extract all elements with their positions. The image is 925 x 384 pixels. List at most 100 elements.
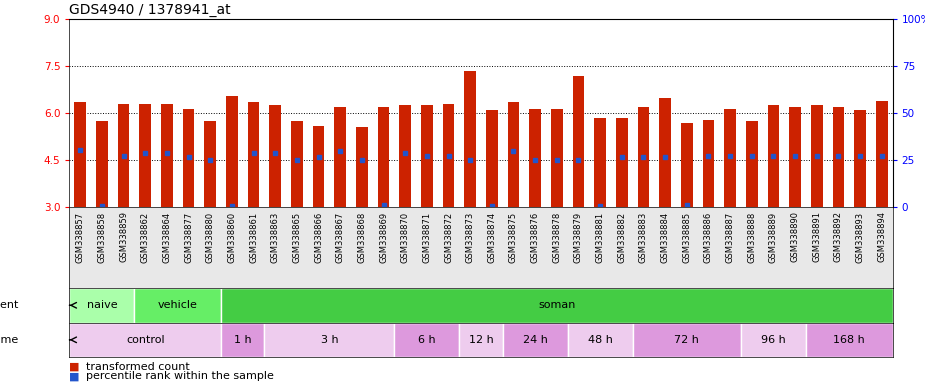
Bar xyxy=(746,121,758,207)
Text: ■: ■ xyxy=(69,371,80,381)
Text: naive: naive xyxy=(87,300,117,310)
Text: GSM338865: GSM338865 xyxy=(292,211,302,263)
Text: GSM338889: GSM338889 xyxy=(769,211,778,263)
Text: 168 h: 168 h xyxy=(833,335,865,345)
Bar xyxy=(161,104,173,207)
Text: GSM338864: GSM338864 xyxy=(163,211,171,263)
Text: GSM338888: GSM338888 xyxy=(747,211,757,263)
Text: GSM338879: GSM338879 xyxy=(574,211,583,263)
Text: GSM338868: GSM338868 xyxy=(357,211,366,263)
Text: GSM338869: GSM338869 xyxy=(379,211,388,263)
Bar xyxy=(806,323,893,357)
Text: GSM338859: GSM338859 xyxy=(119,211,128,262)
Text: GSM338881: GSM338881 xyxy=(596,211,605,263)
Text: GSM338892: GSM338892 xyxy=(834,211,843,262)
Bar xyxy=(96,121,108,207)
Text: GSM338871: GSM338871 xyxy=(423,211,431,263)
Bar xyxy=(134,288,221,323)
Text: GSM338874: GSM338874 xyxy=(487,211,497,263)
Text: 6 h: 6 h xyxy=(418,335,436,345)
Bar xyxy=(568,323,633,357)
Bar xyxy=(265,323,394,357)
Bar xyxy=(573,76,585,207)
Bar xyxy=(248,102,260,207)
Bar xyxy=(551,109,562,207)
Text: ■: ■ xyxy=(69,362,80,372)
Text: GDS4940 / 1378941_at: GDS4940 / 1378941_at xyxy=(69,3,231,17)
Bar xyxy=(660,98,672,207)
Text: GSM338876: GSM338876 xyxy=(531,211,539,263)
Bar xyxy=(724,109,736,207)
Bar xyxy=(442,104,454,207)
Bar xyxy=(681,123,693,207)
Bar xyxy=(394,323,460,357)
Bar xyxy=(221,288,893,323)
Bar xyxy=(594,118,606,207)
Text: GSM338863: GSM338863 xyxy=(271,211,279,263)
Bar xyxy=(221,323,265,357)
Bar xyxy=(741,323,806,357)
Text: GSM338894: GSM338894 xyxy=(877,211,886,262)
Text: GSM338890: GSM338890 xyxy=(791,211,799,262)
Text: time: time xyxy=(0,335,18,345)
Text: 24 h: 24 h xyxy=(523,335,548,345)
Text: control: control xyxy=(126,335,165,345)
Bar xyxy=(789,107,801,207)
Bar xyxy=(290,121,302,207)
Bar xyxy=(464,71,476,207)
Bar xyxy=(633,323,741,357)
Text: percentile rank within the sample: percentile rank within the sample xyxy=(86,371,274,381)
Text: GSM338857: GSM338857 xyxy=(76,211,85,263)
Text: GSM338891: GSM338891 xyxy=(812,211,821,262)
Text: GSM338880: GSM338880 xyxy=(205,211,215,263)
Bar xyxy=(854,110,866,207)
Text: GSM338860: GSM338860 xyxy=(228,211,237,263)
Bar xyxy=(421,106,433,207)
Text: soman: soman xyxy=(538,300,575,310)
Bar xyxy=(182,109,194,207)
Text: GSM338885: GSM338885 xyxy=(683,211,691,263)
Bar xyxy=(616,118,628,207)
Text: agent: agent xyxy=(0,300,18,310)
Text: GSM338893: GSM338893 xyxy=(856,211,865,263)
Text: GSM338884: GSM338884 xyxy=(660,211,670,263)
Bar xyxy=(529,109,541,207)
Bar xyxy=(204,121,216,207)
Text: 12 h: 12 h xyxy=(469,335,493,345)
Bar xyxy=(117,104,130,207)
Text: GSM338861: GSM338861 xyxy=(249,211,258,263)
Text: GSM338866: GSM338866 xyxy=(314,211,323,263)
Text: 48 h: 48 h xyxy=(587,335,612,345)
Text: transformed count: transformed count xyxy=(86,362,190,372)
Bar xyxy=(486,110,498,207)
Bar xyxy=(811,106,822,207)
Text: 3 h: 3 h xyxy=(321,335,339,345)
Bar xyxy=(74,102,86,207)
Text: GSM338858: GSM338858 xyxy=(97,211,106,263)
Text: vehicle: vehicle xyxy=(158,300,198,310)
Text: GSM338886: GSM338886 xyxy=(704,211,713,263)
Bar xyxy=(876,101,888,207)
Bar xyxy=(400,106,411,207)
Bar xyxy=(334,107,346,207)
Bar xyxy=(768,106,780,207)
Bar xyxy=(637,107,649,207)
Text: GSM338883: GSM338883 xyxy=(639,211,648,263)
Bar xyxy=(502,323,568,357)
Bar xyxy=(508,102,520,207)
Text: GSM338878: GSM338878 xyxy=(552,211,561,263)
Bar xyxy=(69,323,221,357)
Bar xyxy=(356,127,368,207)
Bar xyxy=(313,126,325,207)
Text: GSM338862: GSM338862 xyxy=(141,211,150,263)
Text: GSM338867: GSM338867 xyxy=(336,211,345,263)
Bar xyxy=(377,107,389,207)
Text: GSM338875: GSM338875 xyxy=(509,211,518,263)
Text: GSM338873: GSM338873 xyxy=(465,211,475,263)
Bar xyxy=(702,119,714,207)
Bar xyxy=(226,96,238,207)
Bar xyxy=(69,288,134,323)
Text: GSM338870: GSM338870 xyxy=(401,211,410,263)
Bar xyxy=(460,323,502,357)
Text: GSM338872: GSM338872 xyxy=(444,211,453,263)
